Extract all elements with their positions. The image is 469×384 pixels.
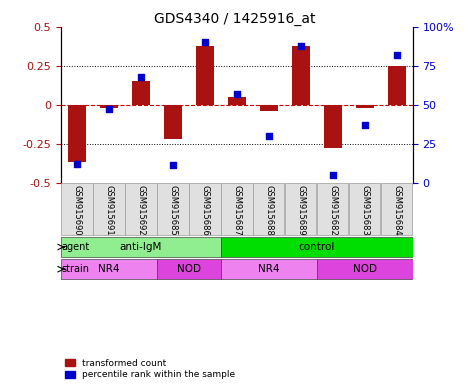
Text: NR4: NR4: [98, 264, 120, 274]
Text: anti-IgM: anti-IgM: [120, 242, 162, 252]
FancyBboxPatch shape: [125, 183, 157, 235]
Text: GSM915686: GSM915686: [200, 185, 209, 236]
Text: GSM915692: GSM915692: [136, 185, 145, 236]
Text: GSM915687: GSM915687: [232, 185, 242, 236]
Point: [329, 172, 337, 178]
FancyBboxPatch shape: [157, 259, 221, 279]
Text: strain: strain: [61, 264, 90, 274]
Bar: [100, 105, 118, 108]
Text: agent: agent: [61, 242, 90, 252]
FancyBboxPatch shape: [317, 183, 348, 235]
FancyBboxPatch shape: [61, 259, 157, 279]
FancyBboxPatch shape: [221, 237, 413, 257]
FancyBboxPatch shape: [61, 183, 92, 235]
Text: GSM915690: GSM915690: [72, 185, 82, 236]
Text: GSM915688: GSM915688: [265, 185, 273, 236]
Bar: [356, 105, 373, 108]
Point: [201, 40, 209, 46]
Point: [105, 106, 113, 113]
FancyBboxPatch shape: [285, 183, 317, 235]
Bar: [228, 97, 246, 105]
Point: [233, 91, 241, 97]
Text: GSM915689: GSM915689: [296, 185, 305, 236]
FancyBboxPatch shape: [189, 183, 220, 235]
Point: [393, 52, 401, 58]
FancyBboxPatch shape: [381, 183, 412, 235]
Point: [73, 161, 81, 167]
Point: [137, 74, 144, 80]
Bar: [292, 46, 310, 105]
FancyBboxPatch shape: [61, 237, 221, 257]
FancyBboxPatch shape: [221, 183, 252, 235]
Text: GDS4340 / 1425916_at: GDS4340 / 1425916_at: [154, 12, 315, 25]
Point: [297, 43, 304, 49]
FancyBboxPatch shape: [253, 183, 285, 235]
FancyBboxPatch shape: [93, 183, 125, 235]
Text: NOD: NOD: [353, 264, 377, 274]
Text: GSM915684: GSM915684: [392, 185, 401, 236]
Bar: [388, 66, 406, 105]
Bar: [164, 105, 182, 139]
Text: GSM915682: GSM915682: [328, 185, 337, 236]
Bar: [68, 105, 86, 162]
FancyBboxPatch shape: [157, 183, 189, 235]
FancyBboxPatch shape: [349, 183, 380, 235]
FancyBboxPatch shape: [317, 259, 413, 279]
Point: [265, 133, 272, 139]
FancyBboxPatch shape: [221, 259, 317, 279]
Point: [361, 122, 369, 128]
Text: GSM915691: GSM915691: [105, 185, 113, 236]
Bar: [324, 105, 341, 148]
Text: NOD: NOD: [177, 264, 201, 274]
Bar: [196, 46, 214, 105]
Bar: [260, 105, 278, 111]
Text: NR4: NR4: [258, 264, 280, 274]
Text: GSM915685: GSM915685: [168, 185, 177, 236]
Bar: [132, 81, 150, 105]
Legend: transformed count, percentile rank within the sample: transformed count, percentile rank withi…: [66, 359, 235, 379]
Text: GSM915683: GSM915683: [360, 185, 369, 236]
Point: [169, 162, 177, 169]
Text: control: control: [299, 242, 335, 252]
